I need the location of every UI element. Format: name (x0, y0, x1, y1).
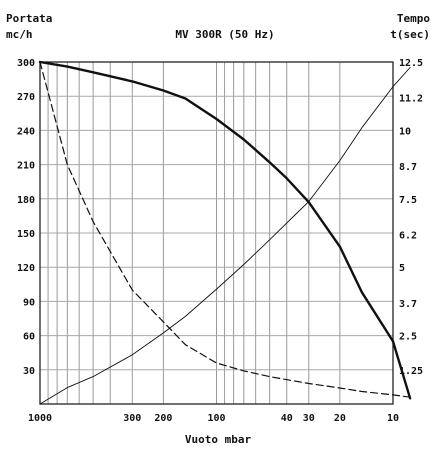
series-line-1 (38, 60, 412, 400)
x-tick-label: 30 (303, 413, 315, 424)
x-tick-label: 100 (207, 413, 225, 424)
right-y-tick-label: 11.2 (399, 94, 423, 105)
right-y-tick-label: 1.25 (399, 366, 423, 377)
x-tick-label: 200 (154, 413, 172, 424)
right-y-tick-label: 2.5 (399, 332, 417, 343)
x-axis-label: Vuoto mbar (185, 433, 252, 446)
x-tick-label: 20 (334, 413, 346, 424)
chart-title: MV 300R (50 Hz) (175, 28, 274, 41)
left-y-tick-label: 120 (17, 263, 35, 274)
left-y-tick-label: 90 (23, 297, 35, 308)
x-tick-label: 1000 (28, 413, 52, 424)
left-y-tick-label: 270 (17, 92, 35, 103)
right-y-tick-label: 12.5 (399, 58, 423, 69)
left-y-tick-label: 300 (17, 58, 35, 69)
left-y-tick-label: 30 (23, 366, 35, 377)
x-tick-label: 10 (387, 413, 399, 424)
right-y-tick-label: 8.7 (399, 162, 417, 173)
x-tick-label: 300 (123, 413, 141, 424)
series-layer (38, 60, 412, 405)
right-y-tick-label: 10 (399, 126, 411, 137)
tick-labels: 30 60 90 120 150 180 210 240 270 300 1.25 2.5 3.7 5 6.… (17, 58, 423, 424)
right-y-tick-label: 3.7 (399, 299, 417, 310)
right-y-tick-label: 6.2 (399, 230, 417, 241)
plot-frame (39, 61, 394, 405)
series-line-3 (39, 67, 411, 405)
left-axis-label-line2: mc/h (6, 28, 33, 41)
left-y-tick-label: 210 (17, 161, 35, 172)
series-line-2 (39, 61, 411, 398)
left-y-tick-label: 240 (17, 126, 35, 137)
left-y-tick-label: 150 (17, 229, 35, 240)
x-tick-label: 40 (281, 413, 293, 424)
right-y-tick-label: 5 (399, 263, 405, 274)
right-axis-label-line1: Tempo (397, 12, 430, 25)
left-y-tick-label: 60 (23, 332, 35, 343)
left-axis-label-line1: Portata (6, 12, 52, 25)
right-y-tick-label: 7.5 (399, 195, 417, 206)
left-y-tick-label: 180 (17, 195, 35, 206)
right-axis-label-line2: t(sec) (390, 28, 430, 41)
